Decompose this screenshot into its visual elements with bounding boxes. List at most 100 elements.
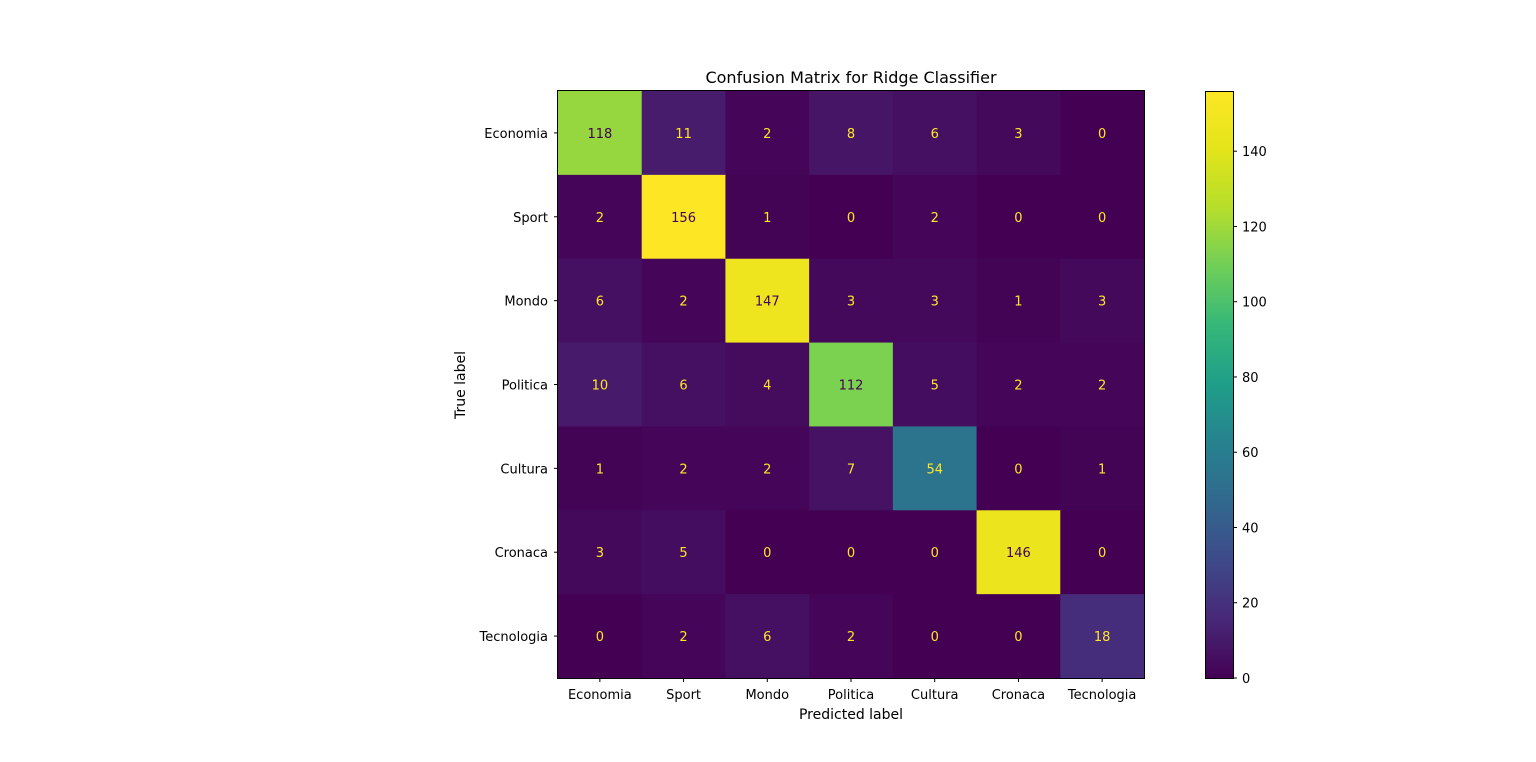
cell-value-label: 1 — [1014, 295, 1022, 310]
x-tick-label: Economia — [568, 688, 632, 703]
colorbar-tick-label: 120 — [1242, 220, 1267, 235]
heatmap-cell — [892, 258, 978, 344]
cell-value-label: 0 — [1098, 546, 1106, 561]
cell-value-label: 2 — [679, 462, 687, 477]
heatmap-cell — [976, 594, 1061, 679]
y-tick-label: Cultura — [500, 462, 548, 477]
cell-value-label: 156 — [671, 211, 696, 226]
heatmap-cell — [558, 91, 643, 176]
heatmap-cell — [725, 342, 810, 428]
heatmap-cell — [809, 594, 894, 679]
heatmap-cell — [976, 91, 1061, 176]
cell-value-label: 2 — [679, 295, 687, 310]
heatmap-cell — [725, 258, 810, 344]
heatmap-cell — [1060, 342, 1145, 428]
heatmap-cell — [558, 174, 643, 260]
cell-value-label: 2 — [679, 630, 687, 645]
cell-value-label: 3 — [931, 295, 939, 310]
cell-value-label: 2 — [763, 127, 771, 142]
heatmap-cell — [976, 426, 1061, 511]
heatmap-cell — [976, 510, 1061, 595]
heatmap-cell — [809, 426, 894, 511]
heatmap-cell — [1060, 174, 1145, 260]
heatmap-cell — [725, 510, 810, 595]
cell-value-label: 0 — [931, 630, 939, 645]
cell-value-label: 2 — [1098, 379, 1106, 394]
cell-value-label: 0 — [1014, 211, 1022, 226]
heatmap-cells — [558, 91, 1145, 679]
heatmap-cell — [725, 426, 810, 511]
colorbar-tick-label: 80 — [1242, 371, 1259, 386]
cell-value-label: 8 — [847, 127, 855, 142]
cell-value-label: 4 — [763, 379, 771, 394]
y-tick-label: Politica — [502, 379, 548, 394]
cell-value-label: 146 — [1006, 546, 1031, 561]
x-tick-label: Cronaca — [992, 688, 1045, 703]
cell-value-label: 1 — [763, 211, 771, 226]
cell-value-label: 0 — [1014, 630, 1022, 645]
heatmap-cell — [1060, 594, 1145, 679]
x-tick-label: Tecnologia — [1067, 688, 1136, 703]
heatmap-cell — [892, 510, 978, 595]
heatmap-cell — [641, 426, 727, 511]
x-tick-label: Sport — [666, 688, 701, 703]
heatmap-cell — [725, 91, 810, 176]
x-tick-label: Politica — [828, 688, 874, 703]
heatmap-cell — [976, 258, 1061, 344]
heatmap-cell — [892, 174, 978, 260]
y-tick-label: Cronaca — [495, 546, 548, 561]
y-tick-label: Mondo — [504, 295, 548, 310]
cell-value-label: 0 — [1014, 462, 1022, 477]
cell-value-label: 118 — [587, 127, 612, 142]
heatmap-cell — [558, 510, 643, 595]
heatmap-cell — [1060, 258, 1145, 344]
heatmap-cell-labels: 118 11 2 8 6 3 02 156 1 0 2 0 06 2 147 3 3 1 310 6 4 112 5 2 21 2… — [587, 127, 1110, 645]
cell-value-label: 0 — [847, 211, 855, 226]
heatmap-cell — [976, 174, 1061, 260]
colorbar-tick-label: 20 — [1242, 597, 1259, 612]
heatmap-cell — [558, 426, 643, 511]
y-axis-label: True label — [453, 351, 469, 420]
heatmap-cell — [558, 594, 643, 679]
heatmap-cell — [892, 426, 978, 511]
heatmap-cell — [1060, 426, 1145, 511]
y-tick-label: Sport — [513, 211, 548, 226]
cell-value-label: 2 — [596, 211, 604, 226]
heatmap-cell — [809, 510, 894, 595]
y-axis-ticks: Economia Sport Mondo Politica Cultura Cronaca… — [479, 127, 558, 645]
x-tick-label: Mondo — [745, 688, 789, 703]
heatmap-cell — [1060, 510, 1145, 595]
x-tick-label: Cultura — [911, 688, 959, 703]
colorbar-tick-label: 100 — [1242, 296, 1267, 311]
cell-value-label: 1 — [596, 462, 604, 477]
heatmap-cell — [725, 174, 810, 260]
cell-value-label: 0 — [1098, 211, 1106, 226]
heatmap-cell — [641, 258, 727, 344]
heatmap-cell — [809, 342, 894, 428]
cell-value-label: 10 — [592, 379, 609, 394]
heatmap-cell — [1060, 91, 1145, 176]
cell-value-label: 0 — [596, 630, 604, 645]
cell-value-label: 3 — [1014, 127, 1022, 142]
cell-value-label: 3 — [1098, 295, 1106, 310]
heatmap-cell — [641, 594, 727, 679]
heatmap-cell — [641, 342, 727, 428]
colorbar-ticks: 0 20 40 60 80 100 120 140 — [1233, 145, 1267, 687]
cell-value-label: 6 — [596, 295, 604, 310]
colorbar-frame — [1205, 91, 1234, 679]
y-tick-label: Economia — [484, 127, 548, 142]
colorbar — [1205, 91, 1233, 678]
cell-value-label: 6 — [679, 379, 687, 394]
cell-value-label: 2 — [1014, 379, 1022, 394]
cell-value-label: 6 — [931, 127, 939, 142]
cell-value-label: 11 — [675, 127, 692, 142]
cell-value-label: 54 — [926, 462, 943, 477]
heatmap-cell — [892, 594, 978, 679]
heatmap-cell — [809, 91, 894, 176]
cell-value-label: 0 — [847, 546, 855, 561]
cell-value-label: 147 — [755, 295, 780, 310]
cell-value-label: 2 — [763, 462, 771, 477]
heatmap-cell — [892, 342, 978, 428]
heatmap-cell — [725, 594, 810, 679]
